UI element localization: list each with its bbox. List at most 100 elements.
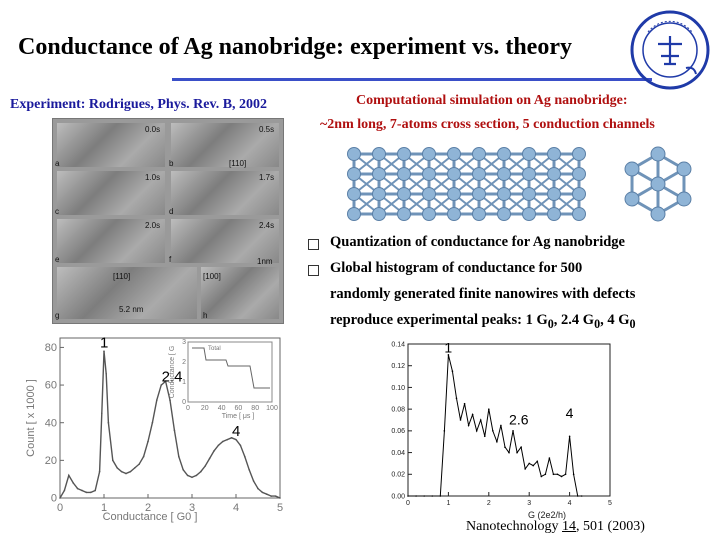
y-tick-label: 0.10: [391, 385, 405, 392]
atom: [372, 207, 386, 221]
x-tick-label: 1: [446, 500, 450, 507]
atom: [422, 147, 436, 161]
data-point: [76, 487, 79, 490]
atom: [547, 187, 561, 201]
tem-label: h: [203, 311, 208, 320]
data-point: [169, 399, 171, 401]
atom: [624, 161, 640, 177]
data-point: [512, 430, 514, 432]
peak-label: 1: [100, 334, 108, 351]
data-point: [59, 497, 61, 499]
data-point: [488, 408, 490, 410]
atom: [422, 207, 436, 221]
atom: [397, 187, 411, 201]
inset-y-tick-label: 3: [182, 339, 186, 346]
atom: [447, 147, 461, 161]
atom: [347, 147, 361, 161]
atom: [497, 167, 511, 181]
simulation-caption-line1: Computational simulation on Ag nanobridg…: [356, 93, 628, 108]
x-tick-label: 5: [277, 502, 283, 514]
x-tick-label: 3: [527, 500, 531, 507]
square-bullet-icon: [308, 265, 319, 276]
atom: [347, 167, 361, 181]
atom: [522, 207, 536, 221]
data-point: [222, 440, 224, 443]
nanowire-model: [347, 146, 692, 222]
inset-top-label: Total: [208, 346, 221, 352]
data-point: [120, 470, 123, 473]
data-point: [500, 424, 502, 427]
data-point: [479, 419, 482, 421]
data-point: [540, 475, 543, 478]
tem-time: 0.0s: [145, 125, 161, 134]
data-point: [226, 438, 228, 441]
data-point: [142, 455, 145, 458]
data-point: [496, 440, 498, 443]
data-point: [443, 430, 446, 432]
tem-label: d: [169, 207, 174, 216]
atom: [422, 187, 436, 201]
x-tick-label: 4: [233, 502, 239, 514]
data-point: [217, 444, 220, 447]
data-point: [191, 476, 193, 479]
data-point: [81, 489, 83, 492]
tem-scale-bar: 1nm: [257, 257, 273, 266]
data-point: [160, 384, 162, 386]
atom: [397, 147, 411, 161]
square-bullet-icon: [308, 239, 319, 250]
data-point: [156, 399, 158, 401]
data-point: [471, 413, 474, 416]
atom: [472, 147, 486, 161]
atom: [372, 167, 386, 181]
x-axis-label: Conductance [ G0 ]: [103, 511, 198, 523]
data-point: [447, 354, 450, 356]
tem-panel-d: [171, 171, 279, 215]
simulation-caption-line2: ~2nm long, 7-atoms cross section, 5 cond…: [320, 117, 655, 132]
data-point: [85, 491, 88, 494]
atom: [422, 167, 436, 181]
title-underline: [172, 78, 652, 81]
atom: [347, 207, 361, 221]
data-point: [536, 460, 539, 463]
data-point: [103, 350, 105, 352]
tem-time: 0.5s: [259, 125, 275, 134]
data-point: [208, 457, 211, 460]
page-title: Conductance of Ag nanobridge: experiment…: [18, 34, 572, 60]
inset-x-tick-label: 0: [186, 405, 190, 412]
data-point: [274, 495, 277, 497]
data-point: [68, 474, 70, 477]
atom: [572, 187, 586, 201]
tem-panel-f: [171, 219, 279, 263]
data-point: [415, 495, 417, 497]
data-point: [204, 465, 206, 467]
data-point: [504, 446, 506, 448]
tem-image-sequence: a b c d e f g h 0.0s 0.5s 1.0s 1.7s 2.0s…: [52, 118, 284, 324]
x-tick-label: 3: [189, 502, 195, 514]
atom: [522, 187, 536, 201]
data-point: [407, 495, 409, 497]
x-tick-label: 0: [406, 500, 410, 507]
y-tick-label: 0.02: [391, 472, 405, 479]
atom: [372, 187, 386, 201]
data-point: [455, 397, 458, 400]
data-point: [195, 474, 198, 477]
atom: [497, 207, 511, 221]
atom: [522, 147, 536, 161]
atom: [547, 207, 561, 221]
atom: [447, 187, 461, 201]
data-point: [257, 487, 259, 490]
data-point: [112, 459, 114, 462]
atom: [447, 207, 461, 221]
data-point: [116, 467, 118, 469]
tem-label: g: [55, 311, 60, 320]
tem-panel-c: [57, 171, 165, 215]
data-point: [94, 489, 96, 492]
y-tick-label: 80: [45, 342, 57, 354]
data-point: [544, 473, 547, 476]
series-line: [408, 354, 582, 497]
y-axis-label: Count [ x 1000 ]: [25, 379, 37, 457]
plot-frame: [407, 343, 611, 497]
atom: [624, 191, 640, 207]
simulated-histogram: 0 1 2 3 4 5 0.00 0.02 0.04 0.06 0.08 0.10 0.12 0.14 1 2…: [391, 340, 612, 520]
data-point: [147, 440, 149, 443]
